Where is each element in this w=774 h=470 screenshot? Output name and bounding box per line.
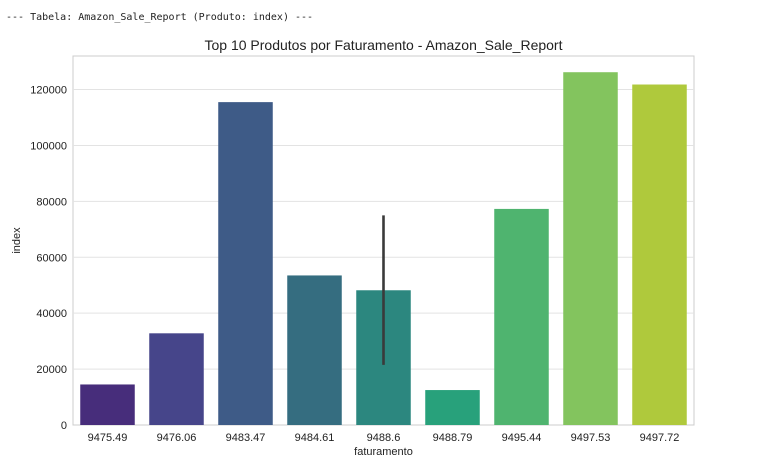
bar xyxy=(287,275,342,425)
bars xyxy=(80,72,687,426)
x-tick-label: 9475.49 xyxy=(88,432,128,444)
x-tick-label: 9483.47 xyxy=(226,432,266,444)
x-tick-label: 9497.53 xyxy=(571,432,611,444)
x-axis-label: faturamento xyxy=(354,446,413,458)
x-tick-label: 9488.79 xyxy=(433,432,473,444)
bar xyxy=(563,72,618,426)
y-axis-ticks: 0 20000 40000 60000 80000 100000 120000 xyxy=(30,85,67,432)
bar xyxy=(218,102,273,425)
bar xyxy=(149,333,204,425)
y-tick-label: 20000 xyxy=(36,364,67,376)
y-tick-label: 60000 xyxy=(36,252,67,264)
y-tick-label: 0 xyxy=(61,420,67,432)
y-tick-label: 40000 xyxy=(36,308,67,320)
x-tick-label: 9476.06 xyxy=(157,432,197,444)
y-tick-label: 120000 xyxy=(30,85,67,97)
bar xyxy=(425,390,480,425)
y-tick-label: 80000 xyxy=(36,196,67,208)
x-tick-label: 9497.72 xyxy=(640,432,680,444)
x-tick-label: 9484.61 xyxy=(295,432,335,444)
y-tick-label: 100000 xyxy=(30,140,67,152)
x-tick-label: 9488.6 xyxy=(367,432,401,444)
bar xyxy=(632,84,687,425)
y-axis-label: index xyxy=(11,227,23,254)
console-output: --- Tabela: Amazon_Sale_Report (Produto:… xyxy=(6,12,314,23)
bar xyxy=(80,384,135,425)
bar xyxy=(494,208,549,425)
x-tick-label: 9495.44 xyxy=(502,432,542,444)
chart-title: Top 10 Produtos por Faturamento - Amazon… xyxy=(205,37,563,53)
x-axis-ticks: 9475.49 9476.06 9483.47 9484.61 9488.6 9488.7… xyxy=(88,432,680,444)
